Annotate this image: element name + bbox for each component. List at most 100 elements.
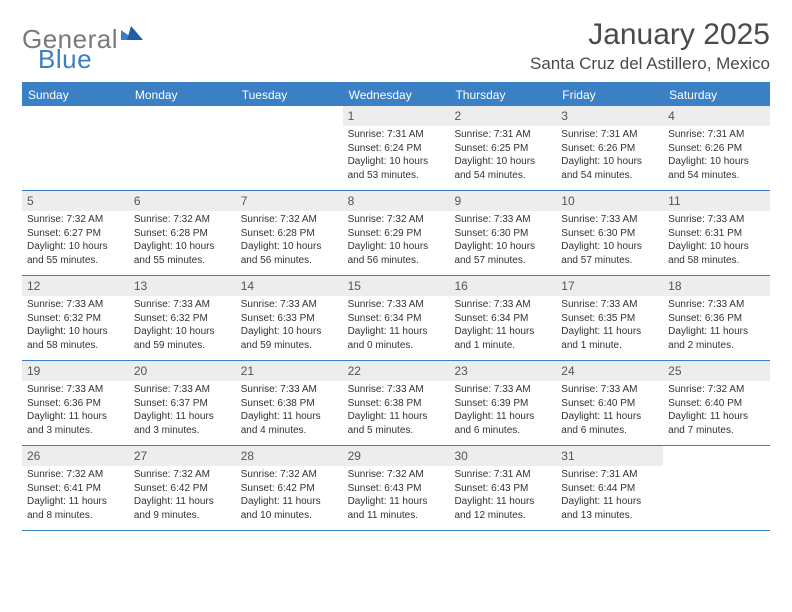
day-cell: 29Sunrise: 7:32 AMSunset: 6:43 PMDayligh… — [343, 446, 450, 530]
day-body: Sunrise: 7:33 AMSunset: 6:34 PMDaylight:… — [343, 296, 450, 356]
week-row: 26Sunrise: 7:32 AMSunset: 6:41 PMDayligh… — [22, 446, 770, 531]
daylight-text: Daylight: 10 hours and 57 minutes. — [454, 240, 551, 267]
sunset-text: Sunset: 6:28 PM — [134, 227, 231, 241]
sunrise-text: Sunrise: 7:33 AM — [348, 298, 445, 312]
day-number: 8 — [343, 191, 450, 211]
day-cell: 17Sunrise: 7:33 AMSunset: 6:35 PMDayligh… — [556, 276, 663, 360]
sunset-text: Sunset: 6:32 PM — [27, 312, 124, 326]
day-number: 25 — [663, 361, 770, 381]
day-number: 20 — [129, 361, 236, 381]
day-cell: 8Sunrise: 7:32 AMSunset: 6:29 PMDaylight… — [343, 191, 450, 275]
sunrise-text: Sunrise: 7:32 AM — [134, 213, 231, 227]
sunrise-text: Sunrise: 7:33 AM — [241, 383, 338, 397]
daylight-text: Daylight: 10 hours and 58 minutes. — [27, 325, 124, 352]
sunrise-text: Sunrise: 7:33 AM — [454, 383, 551, 397]
day-number: 22 — [343, 361, 450, 381]
sunset-text: Sunset: 6:27 PM — [27, 227, 124, 241]
day-number: 13 — [129, 276, 236, 296]
day-number: 1 — [343, 106, 450, 126]
weekday-header: Monday — [129, 84, 236, 106]
day-cell — [129, 106, 236, 190]
day-body: Sunrise: 7:33 AMSunset: 6:33 PMDaylight:… — [236, 296, 343, 356]
day-body: Sunrise: 7:33 AMSunset: 6:31 PMDaylight:… — [663, 211, 770, 271]
day-cell: 10Sunrise: 7:33 AMSunset: 6:30 PMDayligh… — [556, 191, 663, 275]
day-body: Sunrise: 7:33 AMSunset: 6:37 PMDaylight:… — [129, 381, 236, 441]
day-number: 23 — [449, 361, 556, 381]
daylight-text: Daylight: 11 hours and 9 minutes. — [134, 495, 231, 522]
sunset-text: Sunset: 6:39 PM — [454, 397, 551, 411]
day-cell: 12Sunrise: 7:33 AMSunset: 6:32 PMDayligh… — [22, 276, 129, 360]
title-block: January 2025 Santa Cruz del Astillero, M… — [530, 18, 770, 74]
sunrise-text: Sunrise: 7:32 AM — [27, 468, 124, 482]
day-body: Sunrise: 7:32 AMSunset: 6:27 PMDaylight:… — [22, 211, 129, 271]
sunset-text: Sunset: 6:35 PM — [561, 312, 658, 326]
sunset-text: Sunset: 6:29 PM — [348, 227, 445, 241]
daylight-text: Daylight: 11 hours and 6 minutes. — [454, 410, 551, 437]
month-title: January 2025 — [530, 18, 770, 52]
day-number: 30 — [449, 446, 556, 466]
daylight-text: Daylight: 11 hours and 10 minutes. — [241, 495, 338, 522]
sunrise-text: Sunrise: 7:32 AM — [348, 468, 445, 482]
sunrise-text: Sunrise: 7:31 AM — [668, 128, 765, 142]
sunrise-text: Sunrise: 7:33 AM — [241, 298, 338, 312]
day-number: 26 — [22, 446, 129, 466]
sunrise-text: Sunrise: 7:31 AM — [561, 128, 658, 142]
daylight-text: Daylight: 11 hours and 1 minute. — [454, 325, 551, 352]
day-body: Sunrise: 7:33 AMSunset: 6:38 PMDaylight:… — [343, 381, 450, 441]
sunset-text: Sunset: 6:44 PM — [561, 482, 658, 496]
day-body: Sunrise: 7:33 AMSunset: 6:32 PMDaylight:… — [22, 296, 129, 356]
sunrise-text: Sunrise: 7:33 AM — [27, 383, 124, 397]
day-cell: 2Sunrise: 7:31 AMSunset: 6:25 PMDaylight… — [449, 106, 556, 190]
weekday-header: Friday — [556, 84, 663, 106]
sunset-text: Sunset: 6:40 PM — [668, 397, 765, 411]
sunrise-text: Sunrise: 7:32 AM — [27, 213, 124, 227]
day-number: 3 — [556, 106, 663, 126]
day-body: Sunrise: 7:31 AMSunset: 6:25 PMDaylight:… — [449, 126, 556, 186]
sunrise-text: Sunrise: 7:31 AM — [561, 468, 658, 482]
day-body: Sunrise: 7:32 AMSunset: 6:41 PMDaylight:… — [22, 466, 129, 526]
sunrise-text: Sunrise: 7:32 AM — [134, 468, 231, 482]
day-body: Sunrise: 7:33 AMSunset: 6:35 PMDaylight:… — [556, 296, 663, 356]
day-body: Sunrise: 7:32 AMSunset: 6:42 PMDaylight:… — [129, 466, 236, 526]
sunset-text: Sunset: 6:32 PM — [134, 312, 231, 326]
sunrise-text: Sunrise: 7:33 AM — [454, 298, 551, 312]
sunset-text: Sunset: 6:43 PM — [348, 482, 445, 496]
week-row: 5Sunrise: 7:32 AMSunset: 6:27 PMDaylight… — [22, 191, 770, 276]
location: Santa Cruz del Astillero, Mexico — [530, 54, 770, 74]
sunset-text: Sunset: 6:38 PM — [348, 397, 445, 411]
logo-text-blue: Blue — [38, 44, 92, 74]
sunrise-text: Sunrise: 7:31 AM — [454, 128, 551, 142]
day-body: Sunrise: 7:33 AMSunset: 6:32 PMDaylight:… — [129, 296, 236, 356]
daylight-text: Daylight: 11 hours and 1 minute. — [561, 325, 658, 352]
day-cell: 23Sunrise: 7:33 AMSunset: 6:39 PMDayligh… — [449, 361, 556, 445]
day-cell: 13Sunrise: 7:33 AMSunset: 6:32 PMDayligh… — [129, 276, 236, 360]
week-row: 19Sunrise: 7:33 AMSunset: 6:36 PMDayligh… — [22, 361, 770, 446]
day-cell: 20Sunrise: 7:33 AMSunset: 6:37 PMDayligh… — [129, 361, 236, 445]
day-body: Sunrise: 7:31 AMSunset: 6:44 PMDaylight:… — [556, 466, 663, 526]
daylight-text: Daylight: 11 hours and 0 minutes. — [348, 325, 445, 352]
sunrise-text: Sunrise: 7:33 AM — [348, 383, 445, 397]
day-number: 19 — [22, 361, 129, 381]
sunset-text: Sunset: 6:36 PM — [27, 397, 124, 411]
day-number: 2 — [449, 106, 556, 126]
sunrise-text: Sunrise: 7:33 AM — [134, 383, 231, 397]
day-body: Sunrise: 7:33 AMSunset: 6:39 PMDaylight:… — [449, 381, 556, 441]
sunset-text: Sunset: 6:34 PM — [348, 312, 445, 326]
day-number: 10 — [556, 191, 663, 211]
day-body: Sunrise: 7:31 AMSunset: 6:26 PMDaylight:… — [556, 126, 663, 186]
sunrise-text: Sunrise: 7:33 AM — [561, 298, 658, 312]
logo-blue-line: Blue — [38, 44, 92, 75]
day-number: 6 — [129, 191, 236, 211]
day-number: 15 — [343, 276, 450, 296]
day-number: 31 — [556, 446, 663, 466]
sunset-text: Sunset: 6:25 PM — [454, 142, 551, 156]
sunrise-text: Sunrise: 7:32 AM — [241, 468, 338, 482]
day-cell: 27Sunrise: 7:32 AMSunset: 6:42 PMDayligh… — [129, 446, 236, 530]
day-body: Sunrise: 7:33 AMSunset: 6:30 PMDaylight:… — [449, 211, 556, 271]
day-body: Sunrise: 7:31 AMSunset: 6:24 PMDaylight:… — [343, 126, 450, 186]
day-body: Sunrise: 7:32 AMSunset: 6:29 PMDaylight:… — [343, 211, 450, 271]
sunrise-text: Sunrise: 7:33 AM — [561, 213, 658, 227]
daylight-text: Daylight: 11 hours and 12 minutes. — [454, 495, 551, 522]
day-cell: 21Sunrise: 7:33 AMSunset: 6:38 PMDayligh… — [236, 361, 343, 445]
day-number: 14 — [236, 276, 343, 296]
